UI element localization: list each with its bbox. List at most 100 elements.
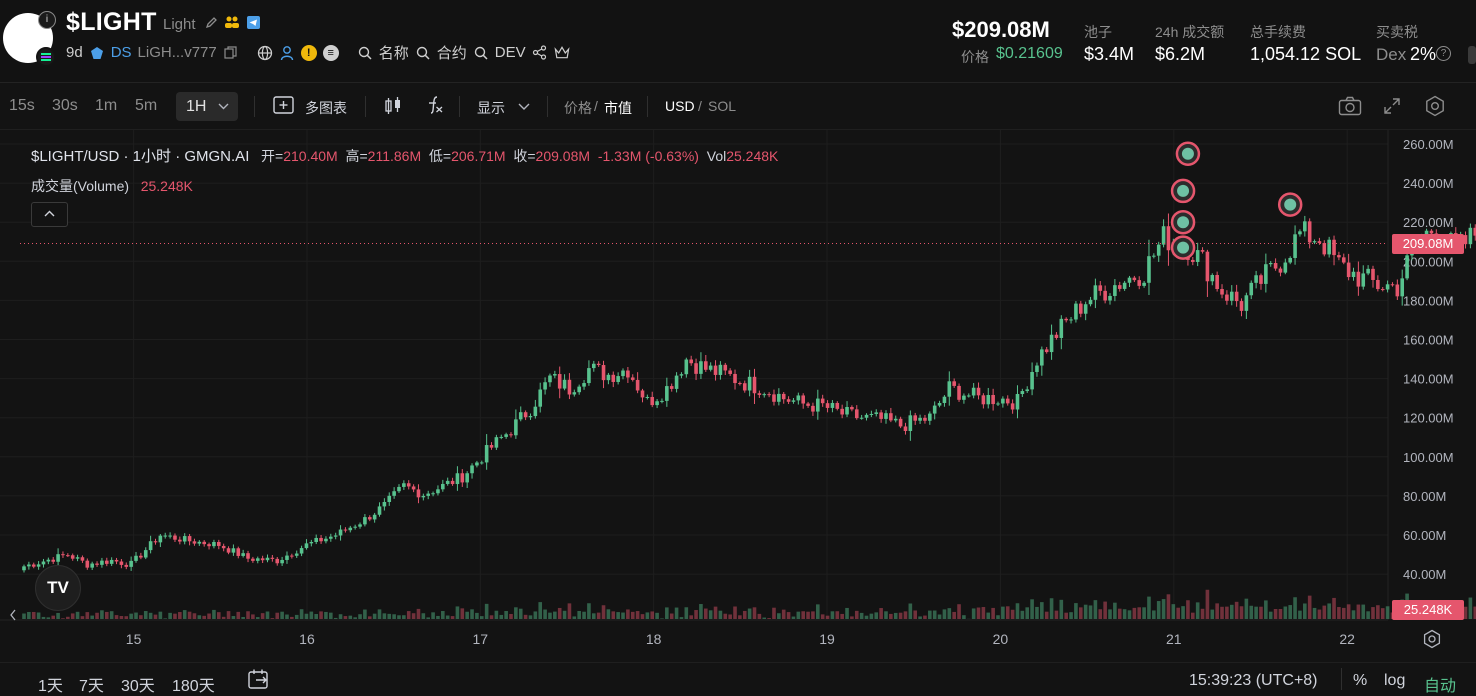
axis-settings-icon[interactable]: [1422, 629, 1442, 649]
candle-body: [636, 380, 640, 391]
website-icon[interactable]: [257, 45, 273, 61]
percent-toggle[interactable]: %: [1353, 672, 1367, 690]
candle-body: [1400, 278, 1404, 296]
multi-chart-icon[interactable]: [273, 96, 294, 114]
search-by-contract[interactable]: 合约: [437, 42, 467, 63]
high-label: 高=: [345, 148, 367, 164]
holders-icon[interactable]: [224, 14, 240, 30]
volume-bar: [879, 608, 883, 619]
volume-indicator-label[interactable]: 成交量(Volume): [31, 178, 129, 194]
candle-body: [943, 397, 947, 403]
volume-bar: [689, 615, 693, 619]
volume-bar: [1162, 599, 1166, 619]
edit-icon[interactable]: [203, 14, 219, 30]
candle-body: [348, 528, 352, 530]
volume-bar: [183, 610, 187, 619]
telegram-icon[interactable]: [245, 14, 261, 30]
range-30d[interactable]: 30天: [121, 672, 155, 696]
user-icon[interactable]: [279, 45, 295, 61]
range-7d[interactable]: 7天: [79, 672, 104, 696]
volume-bar: [1196, 602, 1200, 619]
candle-style-icon[interactable]: [383, 96, 403, 116]
tradingview-logo[interactable]: TV: [35, 565, 81, 611]
candle-body: [1352, 272, 1356, 277]
candle-body: [1011, 403, 1015, 409]
candle-body: [621, 371, 625, 377]
timeframe-1h-dropdown[interactable]: 1H: [176, 92, 238, 121]
sol-toggle[interactable]: SOL: [708, 98, 736, 114]
display-dropdown[interactable]: 显示: [477, 98, 505, 118]
search-contract-icon[interactable]: [415, 45, 431, 61]
volume-bar: [587, 603, 591, 619]
volume-bar: [207, 614, 211, 619]
volume-bar: [76, 612, 80, 619]
contract-address[interactable]: LiGH...v777: [138, 44, 217, 61]
help-icon[interactable]: ?: [1436, 46, 1451, 61]
candle-body: [1313, 241, 1317, 242]
share-icon[interactable]: [532, 45, 548, 61]
search-by-dev[interactable]: DEV: [495, 44, 526, 61]
candle-body: [100, 561, 104, 565]
volume-bar: [524, 615, 528, 619]
tax-label: 买卖税: [1376, 22, 1418, 42]
volume-bar: [368, 616, 372, 619]
range-180d[interactable]: 180天: [172, 672, 215, 696]
usd-toggle[interactable]: USD: [665, 98, 695, 114]
volume-bar: [704, 609, 708, 619]
timezone-clock[interactable]: 15:39:23 (UTC+8): [1189, 672, 1318, 690]
candle-body: [241, 553, 245, 556]
timeframe-30s[interactable]: 30s: [52, 97, 78, 115]
low-label: 低=: [429, 148, 451, 164]
candle-body: [1366, 269, 1370, 274]
candle-body: [889, 413, 893, 420]
candle-body: [56, 554, 60, 562]
auto-scale-toggle[interactable]: 自动: [1424, 672, 1456, 696]
pool-value: $3.4M: [1084, 44, 1134, 65]
volume-bar: [470, 609, 474, 619]
volume-bar: [495, 611, 499, 619]
collapse-legend-button[interactable]: [31, 202, 68, 227]
divider: [459, 96, 460, 117]
page-scrollbar[interactable]: [1468, 46, 1476, 64]
log-toggle[interactable]: log: [1384, 672, 1405, 690]
volume-bar: [193, 613, 197, 619]
search-dev-icon[interactable]: [473, 45, 489, 61]
warning-icon[interactable]: !: [301, 45, 317, 61]
candle-body: [168, 536, 172, 537]
timeframe-5m[interactable]: 5m: [135, 97, 157, 115]
multi-chart-button[interactable]: 多图表: [305, 98, 347, 118]
price-toggle[interactable]: 价格: [564, 98, 592, 118]
volume-bar: [1386, 606, 1390, 619]
copy-icon[interactable]: [223, 45, 239, 61]
search-name-icon[interactable]: [357, 45, 373, 61]
volume-bar: [1201, 609, 1205, 619]
price-chart[interactable]: 40.00M60.00M80.00M100.00M120.00M140.00M1…: [0, 130, 1476, 664]
market-cap-toggle[interactable]: 市值: [604, 98, 632, 118]
volume-bar: [762, 618, 766, 619]
menu-circle-icon[interactable]: ≡: [323, 45, 339, 61]
candle-body: [1045, 349, 1049, 352]
volume-bar: [61, 618, 65, 619]
search-by-name[interactable]: 名称: [379, 42, 409, 63]
crown-icon[interactable]: [554, 45, 570, 61]
timeframe-15s[interactable]: 15s: [9, 97, 35, 115]
candle-body: [689, 360, 693, 364]
candle-body: [563, 380, 567, 389]
goto-date-icon[interactable]: [247, 668, 271, 690]
camera-icon[interactable]: [1338, 96, 1362, 116]
scroll-left-icon[interactable]: [9, 609, 17, 621]
volume-bar: [1045, 612, 1049, 619]
range-1d[interactable]: 1天: [38, 672, 63, 696]
timeframe-1m[interactable]: 1m: [95, 97, 117, 115]
volume-bar: [149, 613, 153, 619]
info-icon[interactable]: i: [38, 11, 56, 29]
fullscreen-icon[interactable]: [1383, 97, 1401, 115]
candle-body: [1391, 284, 1395, 285]
volume-bar: [972, 608, 976, 619]
candle-body: [1230, 292, 1234, 301]
settings-icon[interactable]: [1424, 95, 1446, 117]
indicators-icon[interactable]: [424, 95, 444, 115]
toggle-separator: /: [698, 98, 702, 114]
volume-bar: [1298, 611, 1302, 619]
volume-bar: [699, 604, 703, 619]
